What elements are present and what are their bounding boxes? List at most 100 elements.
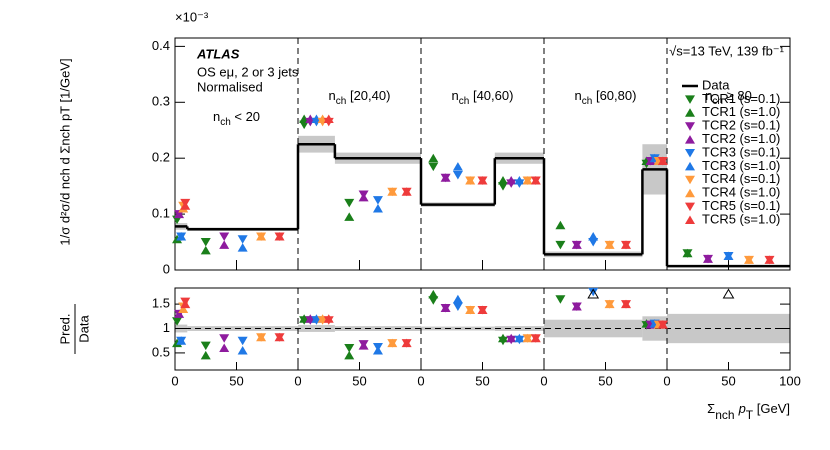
legend-label: TCR4 (s=1.0) (702, 185, 780, 200)
model-marker (428, 162, 439, 172)
ratio-marker (465, 305, 476, 314)
region-label-part: ch (459, 96, 470, 107)
x-label-part: [GeV] (753, 401, 790, 416)
model-marker (498, 176, 508, 185)
x-tick-label: 0 (417, 373, 424, 388)
x-tick-label: 50 (721, 373, 735, 388)
energy-label: √s=13 TeV, 139 fb⁻¹ (669, 43, 785, 58)
model-marker (176, 231, 187, 241)
ratio-marker (200, 341, 211, 351)
y-tick-label: 0.2 (152, 150, 170, 165)
ratio-marker (344, 350, 355, 360)
model-marker (477, 176, 488, 185)
ratio-marker (477, 305, 488, 314)
model-marker (514, 176, 525, 185)
model-marker (555, 220, 566, 230)
model-marker (723, 251, 734, 261)
legend-marker (685, 108, 695, 117)
ratio-y-tick-label: 1 (163, 320, 170, 335)
model-marker (621, 240, 631, 249)
region-label-part: ch (712, 96, 723, 107)
x-tick-label: 50 (229, 373, 243, 388)
legend-label: TCR5 (s=0.1) (702, 198, 780, 213)
model-marker (530, 176, 541, 185)
region-label-part: [40,60) (469, 88, 513, 103)
legend-marker (685, 188, 695, 198)
region-label-part: [60,80) (592, 88, 636, 103)
experiment-label: ATLAS (196, 46, 240, 61)
ratio-marker (506, 333, 517, 343)
model-marker (682, 248, 693, 258)
x-tick-label: 100 (779, 373, 801, 388)
ratio-marker (274, 332, 285, 342)
region-label: nch [60,80) (575, 88, 637, 106)
ratio-marker (514, 333, 525, 343)
model-marker (506, 176, 517, 185)
region-label: nch [20,40) (329, 88, 391, 106)
region-label-part: n (329, 88, 336, 103)
region-label-part: n (452, 88, 459, 103)
legend-marker (685, 202, 695, 212)
region-label-part: n (575, 88, 582, 103)
ratio-marker (588, 287, 599, 297)
ratio-marker (621, 299, 631, 309)
model-marker (428, 153, 439, 163)
model-marker (604, 240, 615, 249)
ratio-marker (587, 288, 600, 299)
region-label: nch [40,60) (452, 88, 514, 106)
model-marker (452, 170, 463, 180)
model-marker (256, 231, 267, 241)
model-marker (219, 232, 230, 241)
legend-marker (685, 95, 695, 104)
y-tick-label: 0.4 (152, 38, 170, 53)
ratio-y-tick-label: 1.5 (152, 296, 170, 311)
ratio-marker (722, 288, 735, 299)
legend-label: Data (702, 77, 730, 92)
ratio-marker (237, 336, 248, 346)
model-marker (344, 212, 355, 221)
ratio-marker (530, 333, 541, 343)
model-marker (555, 240, 566, 250)
region-label-part: ch (582, 96, 593, 107)
region-label: nch < 20 (213, 109, 260, 127)
ratio-marker (498, 333, 508, 343)
x-label-part: p (738, 401, 746, 416)
y-tick-label: 0.1 (152, 206, 170, 221)
x-tick-label: 0 (171, 373, 178, 388)
legend-marker (685, 175, 695, 185)
legend-label: TCR5 (s=1.0) (702, 211, 780, 226)
legend-marker (685, 161, 695, 171)
ratio-marker (452, 294, 463, 304)
x-label-part: Σ (707, 401, 715, 416)
ratio-marker (323, 314, 334, 323)
ratio-marker (219, 343, 230, 353)
model-marker (440, 173, 451, 182)
ratio-marker (176, 336, 187, 345)
x-label-part: T (746, 408, 754, 422)
region-label-part: n (705, 88, 712, 103)
ratio-marker (178, 304, 189, 313)
ratio-marker (172, 317, 183, 326)
model-marker (588, 231, 599, 241)
model-marker (200, 245, 211, 255)
model-marker (180, 201, 191, 210)
y-axis-label: 1/σ d²σ/d nch d Σnch pT [1/GeV] (57, 58, 72, 245)
model-marker (323, 114, 334, 124)
legend-label: TCR1 (s=0.1) (702, 91, 780, 106)
legend-label: TCR4 (s=0.1) (702, 171, 780, 186)
ratio-y-label-num: Pred. (57, 313, 72, 344)
ratio-marker (344, 344, 355, 353)
ratio-marker (522, 333, 533, 343)
region-label-part: n (213, 109, 220, 124)
ratio-marker (571, 302, 582, 311)
model-marker (358, 192, 369, 202)
region-label-part: ≥ 80 (723, 88, 752, 103)
region-label-part: ch (220, 117, 231, 128)
region-label: nch ≥ 80 (705, 88, 752, 106)
ratio-marker (219, 334, 230, 343)
x-tick-label: 50 (598, 373, 612, 388)
ratio-marker (604, 299, 615, 309)
model-marker (764, 255, 775, 264)
x-tick-label: 50 (475, 373, 489, 388)
region-label-part: < 20 (231, 109, 260, 124)
